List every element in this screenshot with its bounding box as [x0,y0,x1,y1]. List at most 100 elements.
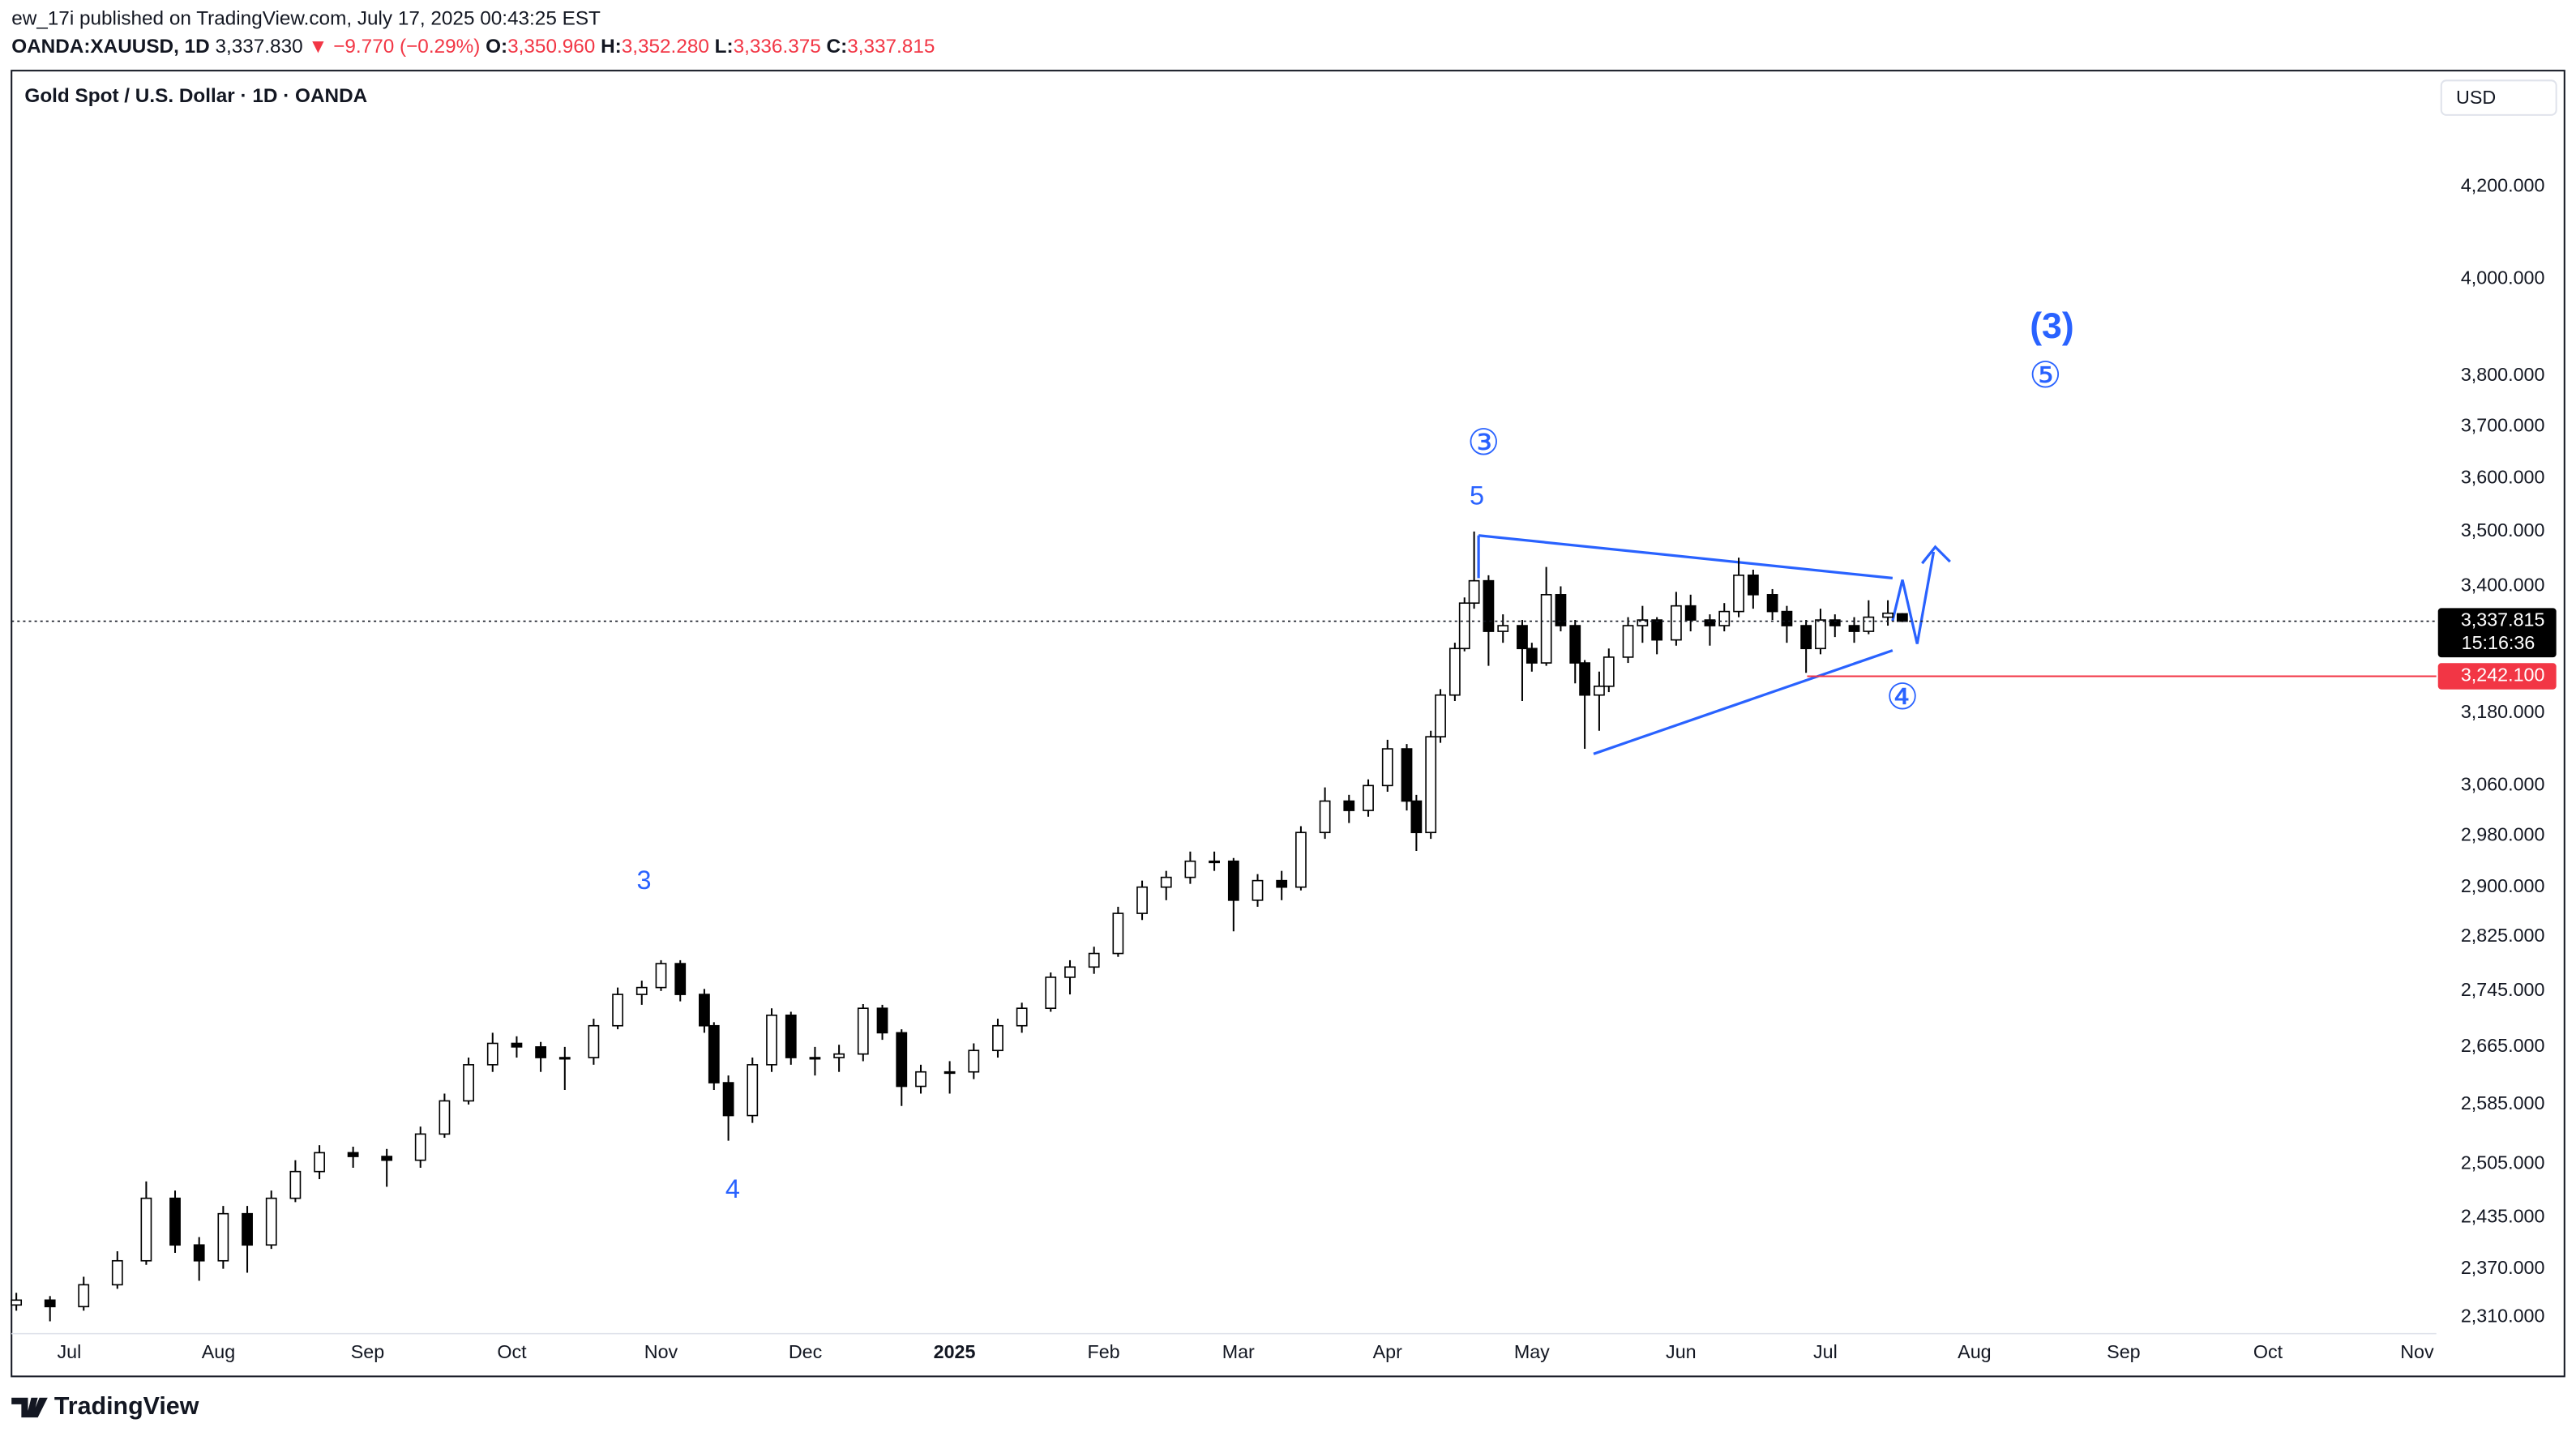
logo-mark [11,1397,48,1418]
symbol: OANDA:XAUUSD, 1D [11,36,209,58]
candle-body [1671,605,1682,641]
candle-body [1184,860,1196,878]
candle-body [1016,1007,1028,1027]
candle-body [674,963,687,995]
l-label: L: [715,36,734,58]
wave-label: ⑤ [2029,356,2061,395]
candle-body [1497,625,1509,632]
candle-body [11,1299,23,1306]
y-tick-label: 4,200.000 [2461,175,2545,196]
candle-body [463,1064,474,1102]
triangle-lower [1593,649,1893,755]
candle-body [535,1046,547,1058]
candle-body [1381,748,1393,787]
y-tick-label: 2,310.000 [2461,1306,2545,1327]
y-tick-label: 2,665.000 [2461,1035,2545,1056]
y-tick-label: 3,060.000 [2461,774,2545,795]
candle-body [1343,800,1355,811]
published-line: ew_17i published on TradingView.com, Jul… [11,8,601,30]
candle-body [896,1032,908,1088]
candle-body [1319,800,1331,834]
candle-body [242,1212,253,1246]
x-tick-label: Mar [1222,1341,1255,1362]
candle-body [1160,876,1172,888]
candle-body [876,1007,888,1034]
candle-body [1863,616,1875,632]
x-tick-label: Apr [1373,1341,1402,1362]
candle-body [1448,647,1461,696]
wave-label: 5 [1470,481,1484,511]
x-tick-label: May [1514,1341,1550,1362]
candle-body [612,994,623,1027]
candle-body [1896,613,1908,622]
o-label: O: [486,36,507,58]
tradingview-logo: TradingView [11,1392,199,1420]
low-value: 3,336.375 [734,36,821,58]
triangle-upper [1478,534,1893,580]
candle-body [635,986,648,995]
ohlc-line: OANDA:XAUUSD, 1D 3,337.830 ▼ −9.770 (−0.… [11,36,935,58]
candle-body [1088,952,1100,968]
projection-path [1891,551,1936,644]
candle-body [1227,860,1239,901]
y-tick-label: 3,400.000 [2461,575,2545,596]
y-tick-label: 2,745.000 [2461,979,2545,1000]
y-tick-label: 2,585.000 [2461,1092,2545,1113]
currency: USD [2456,87,2496,108]
candle-body [1747,575,1759,596]
candle-body [1425,736,1437,834]
candle-body [1718,610,1731,626]
y-tick-label: 2,370.000 [2461,1257,2545,1278]
drawings [1477,534,1951,755]
candle-body [1136,886,1148,914]
candle-body [766,1014,777,1066]
candle-body [111,1259,123,1286]
x-tick-label: Oct [497,1341,527,1362]
candle-body [1637,619,1649,626]
candle-body [944,1071,956,1075]
currency-box[interactable] [2440,79,2557,116]
candle-body [1555,594,1567,626]
candle-body [439,1100,451,1135]
candle-body [1684,605,1697,621]
candle-body [1276,879,1288,888]
x-tick-label: Jun [1666,1341,1697,1362]
y-tick-label: 2,435.000 [2461,1206,2545,1227]
level-label: 3,242.100 [2461,665,2545,686]
candle-body [1594,686,1605,696]
candle-body [1045,977,1057,1010]
last-price-label: 3,337.815 [2461,609,2545,630]
open-value: 3,350.960 [507,36,595,58]
brand: TradingView [54,1392,199,1420]
candle-body [1704,619,1716,626]
candle-body [289,1170,302,1199]
candle-body [1829,619,1841,626]
candle-body [1435,694,1446,737]
x-tick-label: Aug [1958,1341,1991,1362]
candle-body [1882,612,1893,618]
candle-body [78,1284,90,1308]
candle-body [1252,879,1264,901]
x-tick-label: Nov [644,1341,678,1362]
candle-body [722,1082,734,1117]
candle-body [511,1042,523,1048]
candle-body [1815,619,1826,650]
change: ▼ −9.770 (−0.29%) [308,36,480,58]
candle-body [1651,619,1663,641]
candle-body [1064,966,1076,978]
candle-body [169,1197,181,1246]
candle-body [699,994,710,1027]
last-price-box [2437,608,2557,658]
candle-body [193,1244,205,1262]
candle-body [1603,656,1615,687]
x-tick-label: Sep [2107,1341,2140,1362]
candle-body [992,1024,1003,1052]
candle-body [1517,625,1528,650]
candle-body [1800,625,1812,650]
candle-body [1483,579,1495,632]
candle-body [1112,912,1124,955]
candle-body [708,1024,720,1083]
candle-body [915,1071,926,1088]
candle-body [314,1152,325,1173]
